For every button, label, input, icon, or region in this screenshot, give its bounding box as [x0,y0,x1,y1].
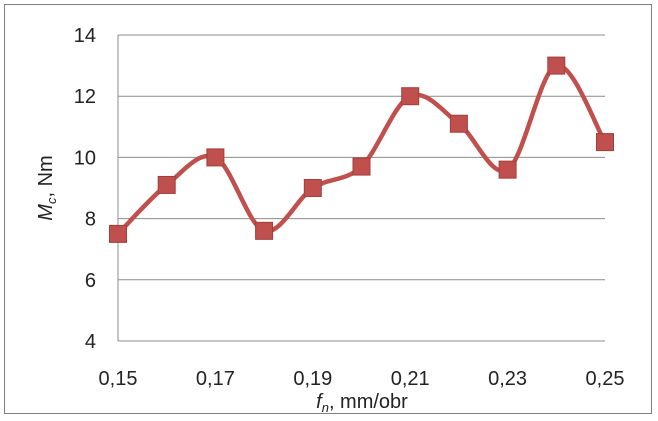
data-point-marker [157,175,176,194]
data-point-marker [352,157,371,176]
x-tick-labels: 0,15 0,17 0,19 0,21 0,23 0,25 [99,368,625,390]
x-tick-label: 0,25 [586,368,625,390]
y-tick-label: 14 [74,25,96,47]
x-tick-label: 0,23 [488,368,527,390]
data-point-marker [303,179,322,197]
data-point-marker [401,87,420,106]
data-point-marker [498,160,517,179]
y-tick-label: 12 [74,86,96,108]
data-point-marker [449,114,468,133]
x-axis-var: f [316,391,324,413]
y-tick-label: 8 [85,209,96,231]
y-axis-unit: , Nm [35,155,57,197]
x-axis-sub: n [322,400,329,415]
y-tick-label: 10 [74,147,96,169]
x-tick-label: 0,21 [391,368,430,390]
y-tick-labels: 4 6 8 10 12 14 [74,25,96,353]
y-axis-sub: c [44,197,59,204]
series-line-group [116,63,607,236]
data-point-marker [109,224,127,243]
x-tick-label: 0,17 [196,368,235,390]
data-point-marker [206,148,225,167]
data-point-marker [547,56,566,75]
x-axis-title: fn, mm/obr [316,391,408,415]
y-axis-var: M [35,204,57,221]
y-tick-label: 4 [85,331,96,353]
y-tick-label: 6 [85,270,96,292]
x-axis-unit: , mm/obr [329,391,408,413]
data-point-marker [255,221,274,240]
series-markers [109,56,614,243]
gridlines [117,34,605,342]
y-axis-title: Mc, Nm [35,155,59,220]
data-point-marker [596,133,614,152]
series-line [116,63,607,236]
chart-frame [4,4,652,414]
x-tick-label: 0,19 [293,368,332,390]
x-tick-label: 0,15 [99,368,138,390]
